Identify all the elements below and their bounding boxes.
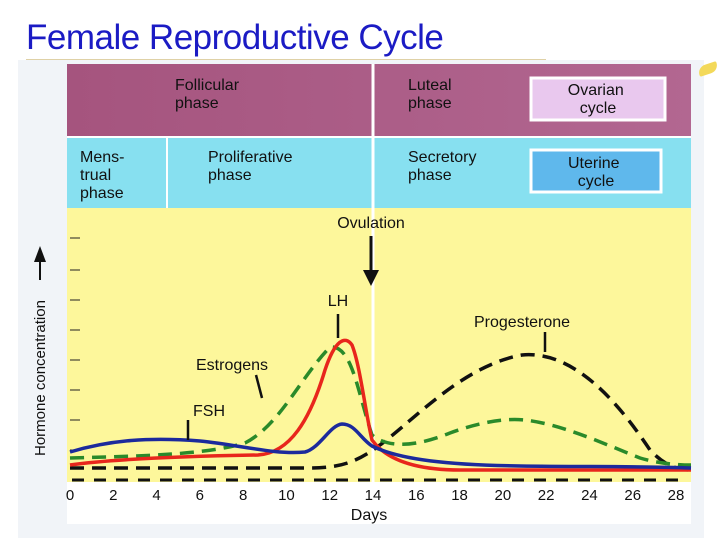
x-tick-label: 2 xyxy=(109,487,117,504)
follicular-phase-label: Follicular phase xyxy=(175,77,243,112)
ovarian-cycle-legend xyxy=(529,76,667,122)
x-tick-label: 0 xyxy=(66,487,74,504)
x-axis-tick-labels: 0 2 4 6 8 10 12 14 16 18 20 22 24 26 28 xyxy=(66,487,685,504)
x-tick-label: 26 xyxy=(624,487,641,504)
ovulation-label: Ovulation xyxy=(337,215,405,232)
axis-strip xyxy=(67,482,691,524)
secretory-phase-label: Secretory phase xyxy=(408,149,481,184)
x-tick-label: 14 xyxy=(365,487,382,504)
uterine-cycle-legend xyxy=(529,148,663,194)
ovulation-arrowhead xyxy=(363,270,379,286)
x-tick-label: 12 xyxy=(321,487,338,504)
luteal-phase-label: Luteal phase xyxy=(408,77,456,112)
plot-area xyxy=(67,208,691,482)
x-tick-label: 10 xyxy=(278,487,295,504)
y-axis-arrowhead xyxy=(34,246,46,262)
x-tick-label: 4 xyxy=(152,487,160,504)
slide-title: Female Reproductive Cycle xyxy=(26,18,444,57)
x-tick-label: 22 xyxy=(538,487,555,504)
x-tick-label: 20 xyxy=(495,487,512,504)
estrogens-curve xyxy=(69,345,692,467)
fsh-curve xyxy=(69,422,692,470)
progesterone-curve xyxy=(70,353,692,472)
uterine-cycle-label: Uterine cycle xyxy=(568,155,624,190)
x-axis-label: Days xyxy=(351,507,387,524)
progesterone-label: Progesterone xyxy=(474,314,570,331)
y-axis-label: Hormone concentration xyxy=(32,300,49,456)
lh-label: LH xyxy=(328,293,348,310)
x-tick-label: 6 xyxy=(196,487,204,504)
estrogens-pointer xyxy=(254,374,264,399)
x-tick-label: 28 xyxy=(668,487,685,504)
title-underline xyxy=(26,59,546,60)
x-tick-label: 16 xyxy=(408,487,425,504)
x-tick-label: 24 xyxy=(581,487,598,504)
x-tick-label: 18 xyxy=(451,487,468,504)
estrogens-label: Estrogens xyxy=(196,357,268,374)
menstrual-phase-label: Mens- trual phase xyxy=(80,149,129,202)
proliferative-phase-label: Proliferative phase xyxy=(208,149,297,184)
x-tick-label: 8 xyxy=(239,487,247,504)
fsh-label: FSH xyxy=(193,403,225,420)
ovarian-cycle-label: Ovarian cycle xyxy=(568,82,628,117)
